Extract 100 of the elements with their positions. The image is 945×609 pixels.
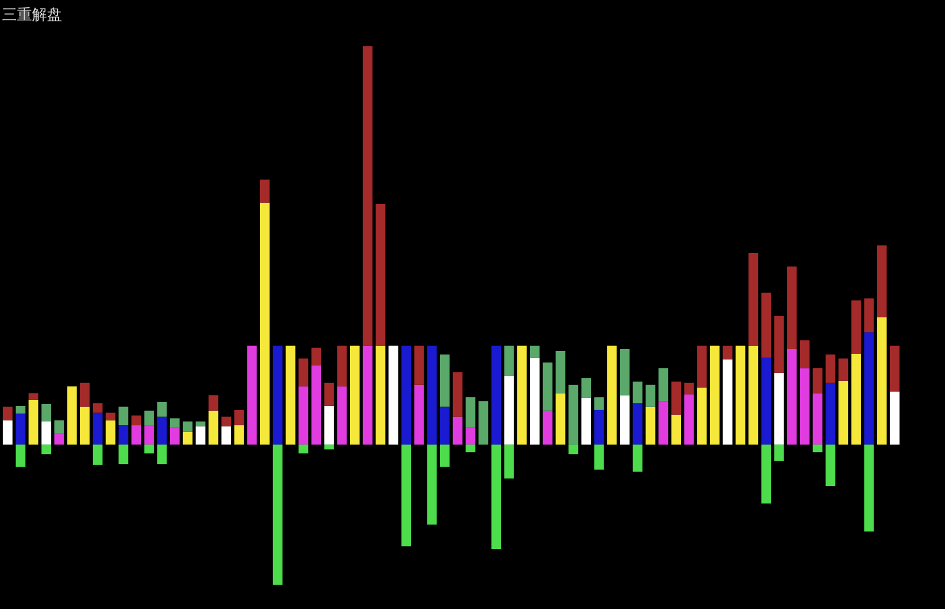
bar — [748, 346, 758, 445]
bar — [478, 401, 488, 445]
bar — [54, 420, 64, 434]
bar — [890, 392, 900, 445]
bar — [80, 406, 90, 445]
bar — [556, 350, 566, 394]
bar — [388, 346, 398, 445]
bar — [337, 386, 347, 445]
bar — [440, 354, 450, 407]
bar — [311, 365, 322, 445]
bar — [16, 444, 26, 467]
bar — [28, 393, 38, 400]
bar — [260, 202, 270, 445]
bar — [722, 346, 732, 360]
bar — [774, 444, 784, 461]
bar — [697, 346, 707, 388]
bar — [92, 412, 103, 445]
bar — [838, 380, 848, 445]
bar — [722, 359, 732, 445]
bar — [812, 368, 822, 394]
bar — [144, 410, 154, 426]
bar — [632, 444, 642, 472]
bar — [632, 403, 642, 445]
bar — [324, 444, 334, 450]
bar — [491, 346, 502, 445]
bar — [106, 412, 116, 420]
bar — [144, 444, 154, 454]
bar — [774, 316, 784, 373]
bar — [401, 346, 412, 445]
bar — [16, 406, 26, 414]
bar — [286, 346, 296, 445]
bar — [504, 444, 514, 478]
bar — [851, 354, 861, 445]
bar — [620, 348, 630, 396]
bar — [272, 346, 282, 445]
bar — [41, 444, 52, 454]
bar — [362, 46, 372, 346]
bar — [221, 416, 232, 426]
bar — [864, 332, 874, 445]
bar — [607, 346, 617, 445]
bar — [594, 444, 604, 470]
bar — [221, 426, 232, 445]
bar — [761, 292, 771, 358]
bar — [736, 346, 746, 445]
bar — [774, 372, 784, 445]
bar — [41, 421, 52, 445]
bar — [812, 444, 822, 452]
bar — [92, 403, 103, 413]
bar — [196, 421, 206, 426]
bar — [144, 425, 154, 445]
bar — [787, 266, 797, 349]
bar — [247, 346, 257, 445]
bar — [632, 382, 642, 404]
bar — [182, 432, 193, 445]
bar — [761, 444, 771, 504]
bar — [684, 382, 694, 394]
bar — [106, 420, 116, 445]
bar — [466, 427, 476, 445]
bar — [812, 393, 822, 445]
bar — [826, 444, 836, 486]
bar — [568, 384, 578, 445]
bar — [864, 298, 874, 332]
bar — [530, 346, 540, 358]
bar — [118, 425, 128, 445]
bar — [568, 444, 578, 454]
bar — [826, 382, 836, 445]
bar — [208, 410, 218, 445]
bar — [362, 346, 372, 445]
chart-title: 三重解盘 — [2, 6, 62, 24]
bar — [427, 444, 437, 525]
bar — [581, 398, 592, 445]
bar — [620, 395, 630, 445]
bar — [157, 402, 167, 417]
bar — [581, 378, 592, 398]
bar — [234, 410, 244, 426]
bar — [298, 386, 308, 445]
bar — [272, 444, 282, 585]
bar — [298, 358, 308, 386]
bar — [542, 410, 552, 445]
bar — [826, 354, 836, 383]
bar — [298, 444, 308, 454]
bar — [401, 444, 412, 546]
bar — [131, 416, 142, 426]
bar — [16, 414, 26, 445]
bar — [92, 444, 103, 465]
bar — [658, 368, 668, 402]
bar — [196, 426, 206, 445]
bar — [118, 444, 128, 464]
bar — [131, 425, 142, 445]
bar — [440, 444, 450, 467]
bar — [118, 406, 128, 426]
bar — [234, 425, 244, 445]
bar — [157, 444, 167, 464]
bar — [890, 346, 900, 392]
bar — [697, 388, 707, 445]
bar — [170, 427, 180, 445]
bar — [658, 401, 668, 445]
bar — [350, 346, 360, 445]
bar — [671, 414, 681, 445]
bar — [646, 384, 656, 407]
